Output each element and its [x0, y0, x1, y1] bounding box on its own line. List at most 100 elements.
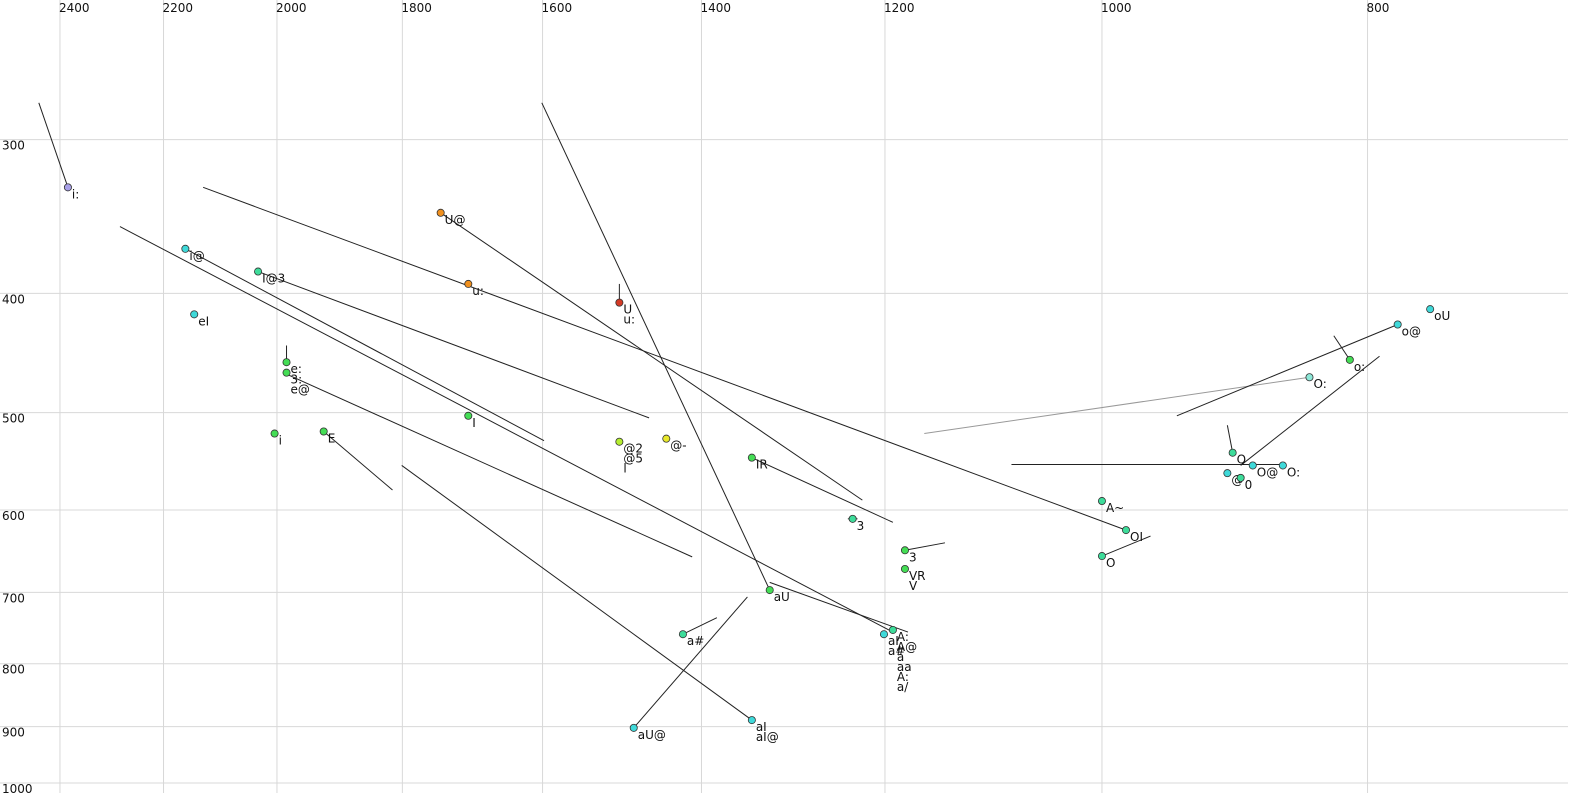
trajectory [1176, 324, 1398, 417]
vowel-point [1223, 469, 1232, 478]
vowel-point [282, 358, 291, 367]
vowel-label: a# [687, 634, 704, 648]
vowel-label: V [909, 579, 918, 593]
x-tick-label: 800 [1367, 1, 1390, 15]
trajectory [323, 431, 393, 491]
vowel-point [1228, 448, 1237, 457]
vowel-point [615, 298, 624, 307]
trajectory [1333, 335, 1351, 361]
y-tick-label: 500 [2, 412, 25, 426]
vowel-label: O: [1313, 377, 1326, 391]
vowel-point [629, 723, 638, 732]
trajectory [401, 465, 753, 721]
vowel-label: O@ [1257, 465, 1278, 479]
trajectory [1226, 425, 1234, 453]
vowel-point [747, 716, 756, 725]
vowel-label: l [623, 462, 626, 476]
vowel-label: A: [897, 670, 909, 684]
vowel-point [63, 183, 72, 192]
vowel-point [1393, 320, 1402, 329]
vowel-label: u: [623, 313, 635, 327]
vowel-point [1426, 305, 1435, 314]
vowel-point [615, 437, 624, 446]
vowel-point [848, 514, 857, 523]
vowel-label: @5 [623, 452, 643, 466]
vowel-point [1097, 497, 1106, 506]
trajectory [1240, 355, 1380, 466]
trajectory [185, 248, 545, 442]
x-tick-label: 1800 [401, 1, 432, 15]
vowel-point [662, 434, 671, 443]
vowel-label: u: [472, 284, 484, 298]
vowel-label: aI [756, 720, 767, 734]
vowel-point [765, 586, 774, 595]
trajectory [440, 212, 863, 501]
vowel-point [747, 453, 756, 462]
vowel-label: U [623, 303, 632, 317]
vowel-point [436, 208, 445, 217]
trajectory [682, 617, 718, 635]
vowel-label: aU [774, 590, 790, 604]
trajectory [119, 226, 894, 633]
trajectory [257, 271, 650, 419]
vowel-label: aU@ [638, 728, 666, 742]
vowel-label: OI [1130, 530, 1143, 544]
vowel-point [1097, 552, 1106, 561]
vowel-label: i@ [189, 249, 204, 263]
vowel-label: e: [291, 362, 302, 376]
vowel-label: VR [909, 569, 926, 583]
vowel-label: 3 [857, 519, 865, 533]
trajectory [202, 186, 1127, 531]
vowel-label: Q [1237, 453, 1246, 467]
x-tick-label: 1600 [542, 1, 573, 15]
trajectory [769, 581, 909, 633]
vowel-label: A~ [1106, 501, 1124, 515]
vowel-label: I@3 [262, 272, 285, 286]
vowel-label: O [1106, 556, 1115, 570]
vowel-label: aI [888, 634, 899, 648]
y-tick-label: 400 [2, 292, 25, 306]
trajectory [288, 374, 693, 558]
vowel-point [1345, 355, 1354, 364]
vowel-point [464, 411, 473, 420]
vowel-label: E [328, 431, 336, 445]
vowel-label: a [897, 650, 904, 664]
vowel-label: @- [670, 439, 686, 453]
vowel-point [270, 429, 279, 438]
vowel-label: 3 [909, 550, 917, 564]
vowel-point [181, 244, 190, 253]
vowel-label: eI [198, 314, 209, 328]
vowel-label: 3: [291, 373, 303, 387]
vowel-point [1278, 461, 1287, 470]
vowel-point [888, 625, 897, 634]
vowel-label: 0 [1245, 478, 1253, 492]
vowel-label: aa [897, 660, 912, 674]
vowel-label: I [472, 416, 476, 430]
vowel-point [879, 630, 888, 639]
vowel-label: U@ [445, 213, 466, 227]
x-tick-label: 1000 [1101, 1, 1132, 15]
vowel-label: O: [1287, 465, 1300, 479]
trajectory [1101, 535, 1151, 557]
vowel-label: o: [1354, 360, 1365, 374]
vowel-point [1248, 461, 1257, 470]
vowel-label: A: [897, 630, 909, 644]
vowel-label: a/ [897, 680, 909, 694]
trajectory [541, 102, 771, 591]
x-tick-label: 2400 [59, 1, 90, 15]
vowel-label: a# [888, 644, 905, 658]
vowel-label: e@ [291, 383, 310, 397]
y-tick-label: 1000 [2, 782, 33, 793]
vowel-label: A@ [897, 640, 917, 654]
vowel-point [1122, 526, 1131, 535]
vowel-label: IR [756, 458, 768, 472]
vowel-label: @2 [623, 442, 643, 456]
y-tick-label: 800 [2, 663, 25, 677]
vowel-point [678, 630, 687, 639]
trajectory [924, 376, 1310, 435]
x-tick-label: 2200 [163, 1, 194, 15]
vowel-label: oU [1434, 309, 1450, 323]
y-tick-label: 900 [2, 726, 25, 740]
vowel-label: i [279, 434, 282, 448]
